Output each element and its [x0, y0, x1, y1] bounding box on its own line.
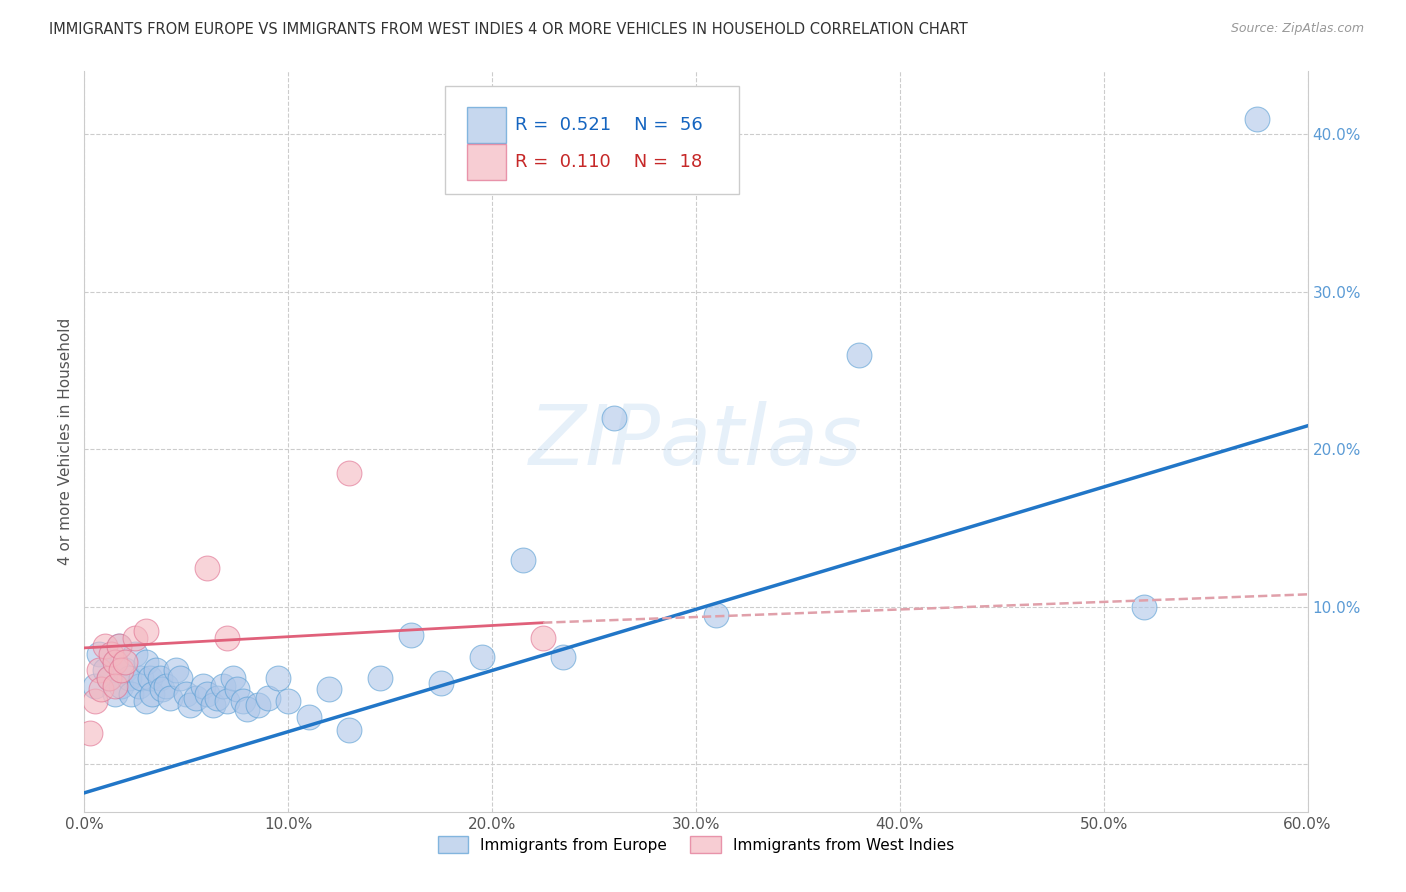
Point — [471, 650, 494, 665]
Point — [165, 663, 187, 677]
Point — [603, 411, 626, 425]
Point — [97, 671, 120, 685]
Point — [83, 694, 105, 708]
Point — [257, 691, 280, 706]
Point — [155, 679, 177, 693]
Point — [87, 647, 110, 661]
Point — [108, 640, 131, 654]
Point — [217, 694, 239, 708]
Point — [298, 710, 321, 724]
Point — [212, 679, 235, 693]
Point — [110, 679, 132, 693]
Point — [104, 679, 127, 693]
Point — [93, 640, 115, 654]
Point — [104, 655, 127, 669]
Point — [217, 632, 239, 646]
Point — [430, 675, 453, 690]
FancyBboxPatch shape — [446, 87, 738, 194]
Point — [159, 691, 181, 706]
Point — [149, 671, 172, 685]
Point — [201, 698, 224, 712]
Point — [191, 679, 214, 693]
Point — [83, 679, 105, 693]
Point — [174, 687, 197, 701]
Point — [108, 640, 131, 654]
Point — [124, 632, 146, 646]
Text: IMMIGRANTS FROM EUROPE VS IMMIGRANTS FROM WEST INDIES 4 OR MORE VEHICLES IN HOUS: IMMIGRANTS FROM EUROPE VS IMMIGRANTS FRO… — [49, 22, 967, 37]
Point — [87, 663, 110, 677]
Point — [512, 552, 534, 566]
Point — [553, 650, 575, 665]
Point — [79, 726, 101, 740]
Point — [399, 628, 422, 642]
Point — [114, 655, 136, 669]
FancyBboxPatch shape — [467, 144, 506, 180]
Point — [104, 687, 127, 701]
Point — [339, 723, 361, 737]
Point — [97, 671, 120, 685]
Point — [246, 698, 269, 712]
Point — [222, 671, 245, 685]
Point — [124, 647, 146, 661]
Point — [118, 671, 141, 685]
Point — [141, 687, 163, 701]
Point — [135, 624, 157, 638]
Point — [226, 681, 249, 696]
Point — [848, 348, 870, 362]
Point — [179, 698, 201, 712]
Y-axis label: 4 or more Vehicles in Household: 4 or more Vehicles in Household — [58, 318, 73, 566]
Text: Source: ZipAtlas.com: Source: ZipAtlas.com — [1230, 22, 1364, 36]
Point — [267, 671, 290, 685]
Point — [277, 694, 299, 708]
Point — [120, 687, 142, 701]
Point — [128, 679, 150, 693]
Point — [236, 702, 259, 716]
Point — [186, 691, 208, 706]
Point — [205, 691, 228, 706]
Point — [195, 560, 218, 574]
Point — [100, 647, 122, 661]
Point — [90, 681, 112, 696]
Text: R =  0.521    N =  56: R = 0.521 N = 56 — [515, 116, 703, 134]
Point — [135, 694, 157, 708]
Point — [1246, 112, 1268, 126]
Point — [135, 655, 157, 669]
Point — [169, 671, 191, 685]
Point — [114, 663, 136, 677]
FancyBboxPatch shape — [467, 107, 506, 144]
Point — [368, 671, 391, 685]
Point — [131, 671, 153, 685]
Point — [531, 632, 554, 646]
Text: ZIPatlas: ZIPatlas — [529, 401, 863, 482]
Point — [1133, 599, 1156, 614]
Point — [195, 687, 218, 701]
Text: R =  0.110    N =  18: R = 0.110 N = 18 — [515, 153, 702, 170]
Point — [145, 663, 167, 677]
Point — [318, 681, 340, 696]
Point — [93, 663, 115, 677]
Point — [138, 671, 160, 685]
Point — [110, 663, 132, 677]
Point — [150, 681, 173, 696]
Point — [104, 655, 127, 669]
Point — [706, 607, 728, 622]
Point — [339, 466, 361, 480]
Point — [232, 694, 254, 708]
Legend: Immigrants from Europe, Immigrants from West Indies: Immigrants from Europe, Immigrants from … — [432, 830, 960, 860]
